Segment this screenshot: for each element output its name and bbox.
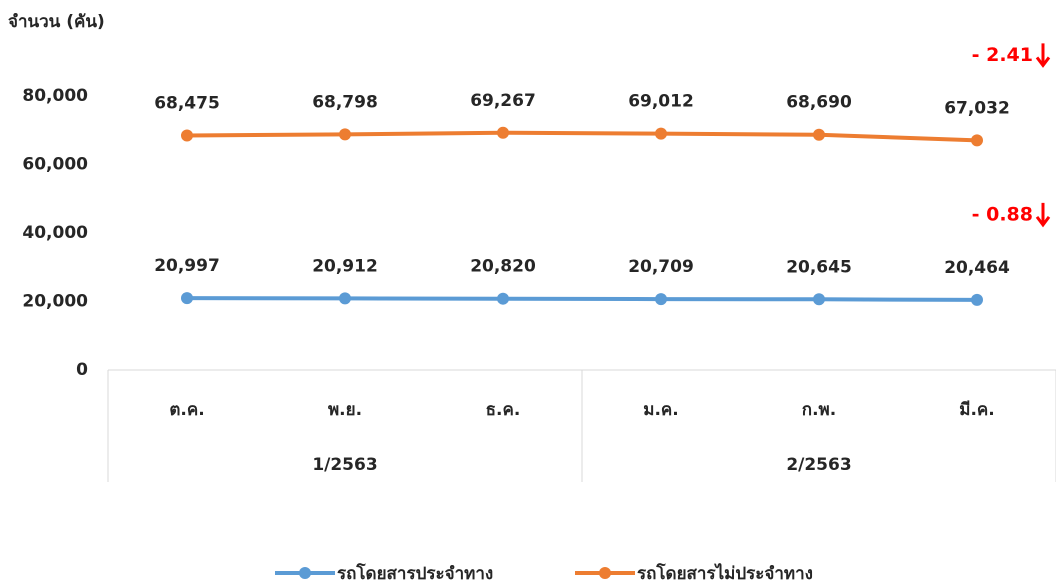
point	[813, 293, 825, 306]
legend-swatch	[599, 567, 611, 579]
data-label: 20,820	[470, 257, 536, 277]
data-label: 20,645	[786, 257, 852, 277]
point	[497, 292, 509, 305]
y-tick-label: 0	[76, 360, 88, 380]
y-tick-label: 80,000	[22, 86, 88, 106]
data-label: 67,032	[944, 98, 1010, 118]
x-tick-label: ก.พ.	[802, 400, 836, 420]
annotation: - 0.88	[972, 203, 1033, 225]
point	[339, 128, 351, 141]
legend-label: รถโดยสารไม่ประจำทาง	[637, 563, 813, 584]
data-label: 68,798	[312, 92, 378, 112]
point	[813, 128, 825, 141]
annotation-arrow	[1035, 43, 1051, 68]
group-label: 2/2563	[786, 455, 851, 475]
point	[497, 126, 509, 139]
y-tick-label: 40,000	[22, 223, 88, 243]
data-label: 69,267	[470, 91, 536, 111]
y-tick-label: 20,000	[22, 292, 88, 312]
y-axis-title: จำนวน (คัน)	[8, 12, 105, 32]
data-label: 68,690	[786, 93, 852, 113]
point	[971, 293, 983, 306]
x-tick-label: มี.ค.	[959, 399, 995, 420]
legend-swatch	[299, 567, 311, 579]
point	[339, 292, 351, 305]
point	[655, 293, 667, 306]
series-line	[186, 130, 978, 143]
point	[655, 127, 667, 140]
x-tick-label: พ.ย.	[328, 400, 362, 420]
point	[181, 292, 193, 305]
group-label: 1/2563	[312, 455, 377, 475]
y-tick-label: 60,000	[22, 155, 88, 175]
data-label: 20,997	[154, 256, 220, 276]
legend-label: รถโดยสารประจำทาง	[337, 563, 493, 584]
annotation: - 2.41	[972, 44, 1033, 66]
series-line	[186, 296, 978, 302]
point	[181, 129, 193, 142]
data-label: 69,012	[628, 92, 694, 112]
data-label: 68,475	[154, 93, 220, 113]
data-label: 20,912	[312, 256, 378, 276]
x-tick-label: ม.ค.	[643, 400, 679, 420]
data-label: 20,709	[628, 257, 694, 277]
x-tick-label: ต.ค.	[169, 400, 204, 420]
data-label: 20,464	[944, 258, 1010, 278]
x-tick-label: ธ.ค.	[486, 400, 521, 420]
point	[971, 134, 983, 147]
annotation-arrow	[1035, 202, 1051, 228]
